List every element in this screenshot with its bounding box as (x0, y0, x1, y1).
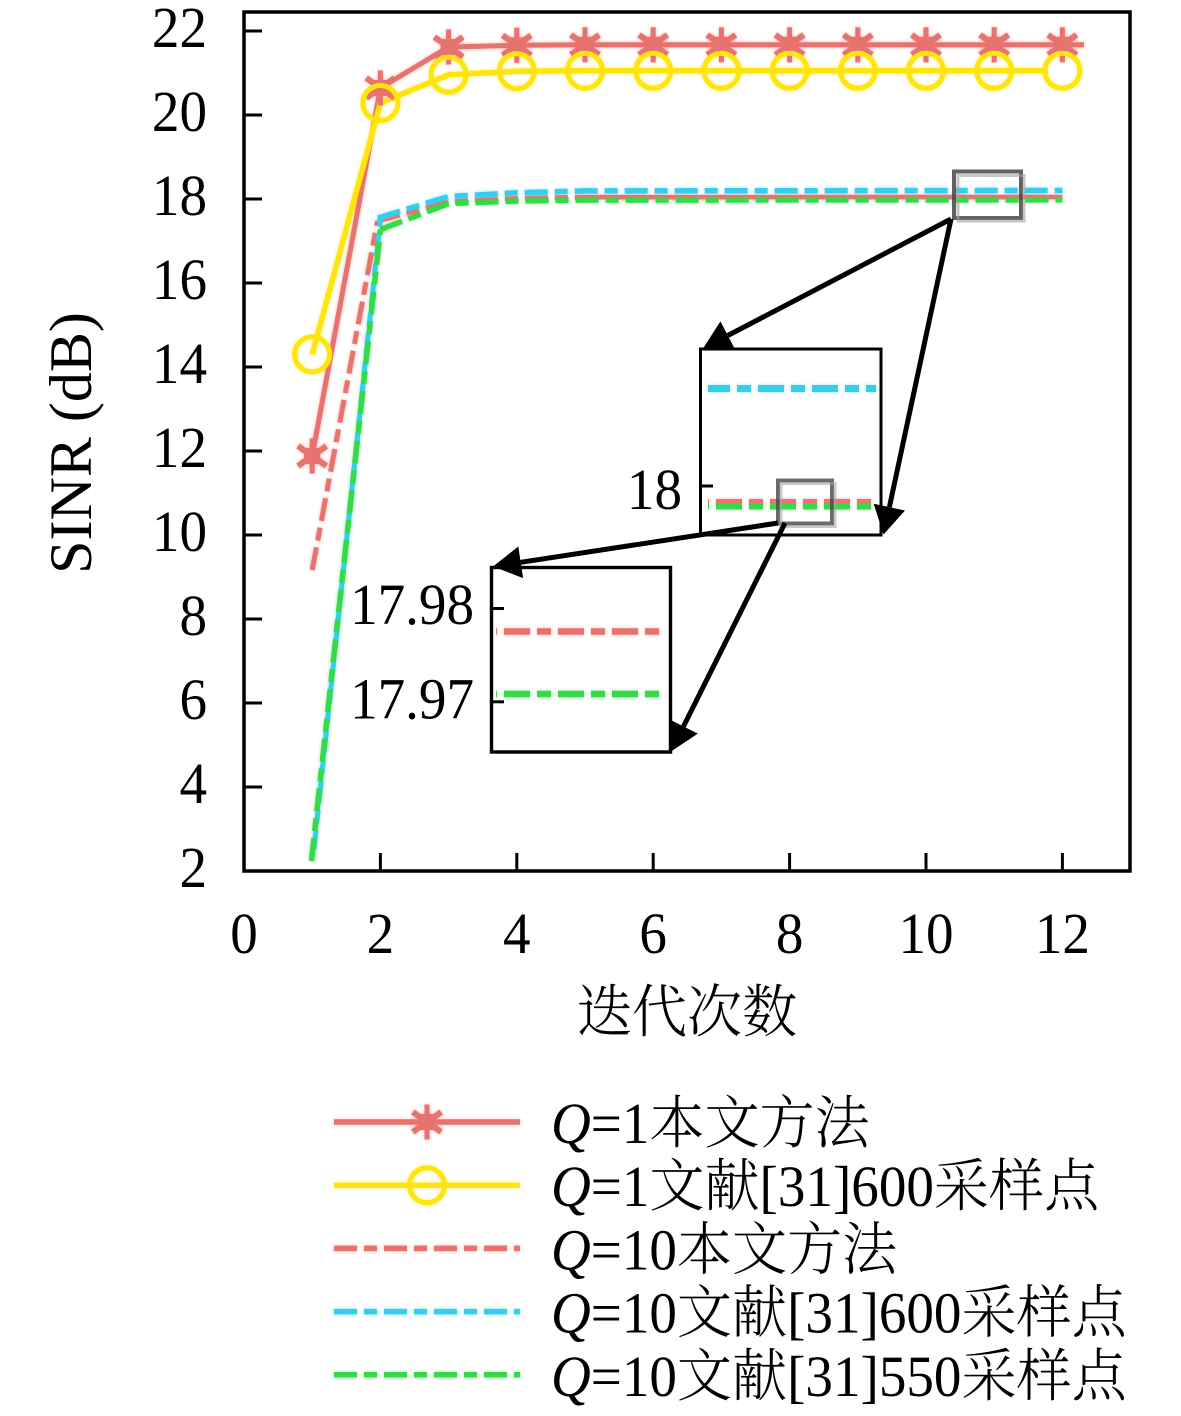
svg-text:17.98: 17.98 (350, 574, 474, 638)
svg-text:0: 0 (230, 903, 258, 967)
svg-text:6: 6 (639, 903, 667, 967)
svg-text:2: 2 (367, 903, 395, 967)
svg-text:Q=1文献[31]600采样点: Q=1文献[31]600采样点 (551, 1156, 1100, 1220)
svg-text:12: 12 (152, 417, 207, 481)
svg-text:Q=10文献[31]600采样点: Q=10文献[31]600采样点 (551, 1282, 1127, 1346)
svg-text:Q=10本文方法: Q=10本文方法 (551, 1219, 898, 1283)
svg-text:8: 8 (776, 903, 804, 967)
svg-text:4: 4 (503, 903, 531, 967)
svg-text:12: 12 (1035, 903, 1090, 967)
svg-text:8: 8 (179, 585, 207, 649)
svg-text:18: 18 (627, 459, 682, 523)
svg-text:10: 10 (152, 501, 207, 565)
svg-text:17.97: 17.97 (350, 668, 474, 732)
svg-text:22: 22 (152, 0, 207, 60)
svg-text:6: 6 (179, 669, 207, 733)
svg-text:4: 4 (179, 753, 207, 817)
svg-text:迭代次数: 迭代次数 (577, 982, 797, 1046)
svg-text:Q=10文献[31]550采样点: Q=10文献[31]550采样点 (551, 1346, 1127, 1410)
svg-text:10: 10 (898, 903, 953, 967)
svg-text:18: 18 (152, 165, 207, 229)
svg-text:2: 2 (179, 837, 207, 901)
svg-text:14: 14 (152, 333, 207, 397)
svg-text:SINR (dB): SINR (dB) (38, 312, 104, 574)
svg-text:Q=1本文方法: Q=1本文方法 (551, 1093, 870, 1157)
svg-text:16: 16 (152, 249, 207, 313)
svg-text:20: 20 (152, 81, 207, 145)
